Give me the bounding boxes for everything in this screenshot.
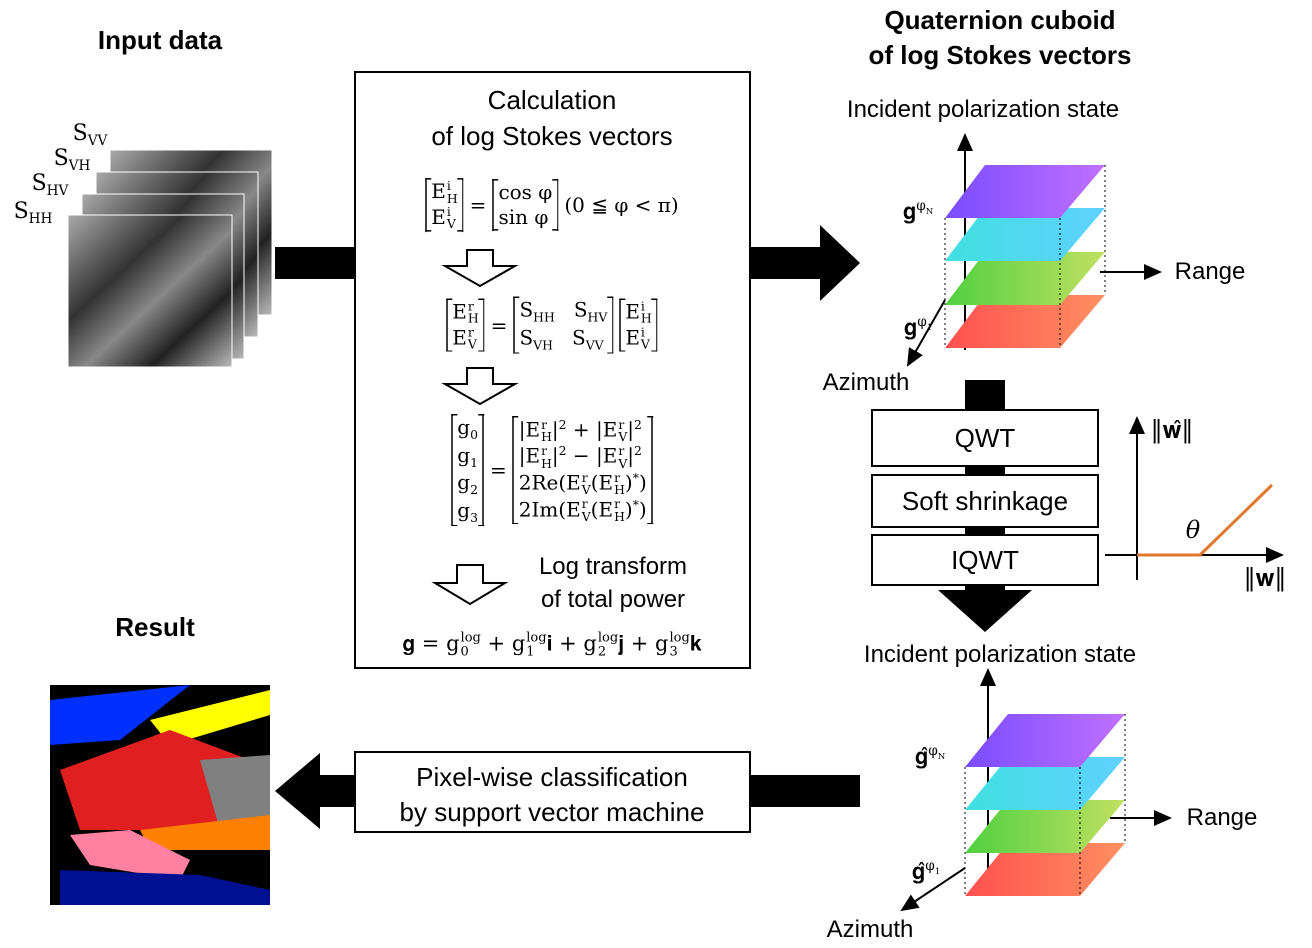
step: Soft shrinkage: [902, 485, 1068, 518]
channel-label: SHV: [32, 170, 69, 200]
equation-text: =: [490, 458, 507, 482]
sar-stack: [68, 150, 272, 367]
cuboid-bottom: [902, 670, 1170, 910]
equation-text: (0 ≦ φ < π): [564, 193, 678, 217]
matrix-cell: g1: [457, 443, 478, 471]
equation-text: =: [491, 313, 508, 337]
layer-label: 𝐠̂φ1: [912, 858, 940, 886]
result-map: [50, 685, 270, 905]
input-title: Input data: [98, 24, 222, 57]
layer-label: 𝐠φ1: [904, 314, 932, 342]
matrix-cell: g0: [457, 415, 478, 443]
classification-text: Pixel-wise classification: [416, 761, 688, 794]
equation-text: =: [470, 193, 487, 217]
cuboid-title: of log Stokes vectors: [869, 39, 1132, 72]
calc-title: Calculation: [488, 84, 617, 117]
matrix-cell: SVH SVV: [519, 325, 603, 353]
axis-label: Range: [1175, 257, 1246, 287]
axis-label: Range: [1187, 803, 1258, 833]
calc-title: of log Stokes vectors: [431, 120, 672, 153]
axis-label: Incident polarization state: [847, 95, 1119, 125]
result-title: Result: [115, 611, 194, 644]
arrow: [750, 225, 860, 301]
layer-label: 𝐠̂φN: [915, 743, 945, 771]
matrix-cell: SHH SHV: [519, 298, 607, 326]
plot-label: ‖𝐰̂‖: [1151, 415, 1194, 445]
log-transform: of total power: [541, 585, 685, 615]
channel-label: SHH: [14, 198, 53, 228]
layer-label: 𝐠φN: [903, 198, 933, 226]
step: QWT: [955, 422, 1016, 455]
diagram: Input data SVV SVH SHV SHH Calculation o…: [0, 0, 1312, 948]
cuboid-title: Quaternion cuboid: [884, 4, 1115, 37]
axis-label: Incident polarization state: [864, 640, 1136, 670]
cuboid-top: [908, 135, 1160, 365]
step: IQWT: [951, 544, 1019, 577]
matrix-cell: cos φ: [498, 180, 552, 205]
matrix-cell: g3: [457, 498, 478, 526]
arrow: [275, 247, 355, 279]
log-transform: Log transform: [539, 552, 687, 582]
axis-label: Azimuth: [827, 915, 914, 945]
classification-text: by support vector machine: [400, 796, 705, 829]
matrix-cell: g2: [457, 470, 478, 498]
matrix-cell: sin φ: [498, 205, 548, 230]
axis-label: Azimuth: [823, 368, 910, 398]
plot-label: θ: [1186, 515, 1200, 545]
plot-label: ‖𝐰‖: [1244, 563, 1287, 593]
